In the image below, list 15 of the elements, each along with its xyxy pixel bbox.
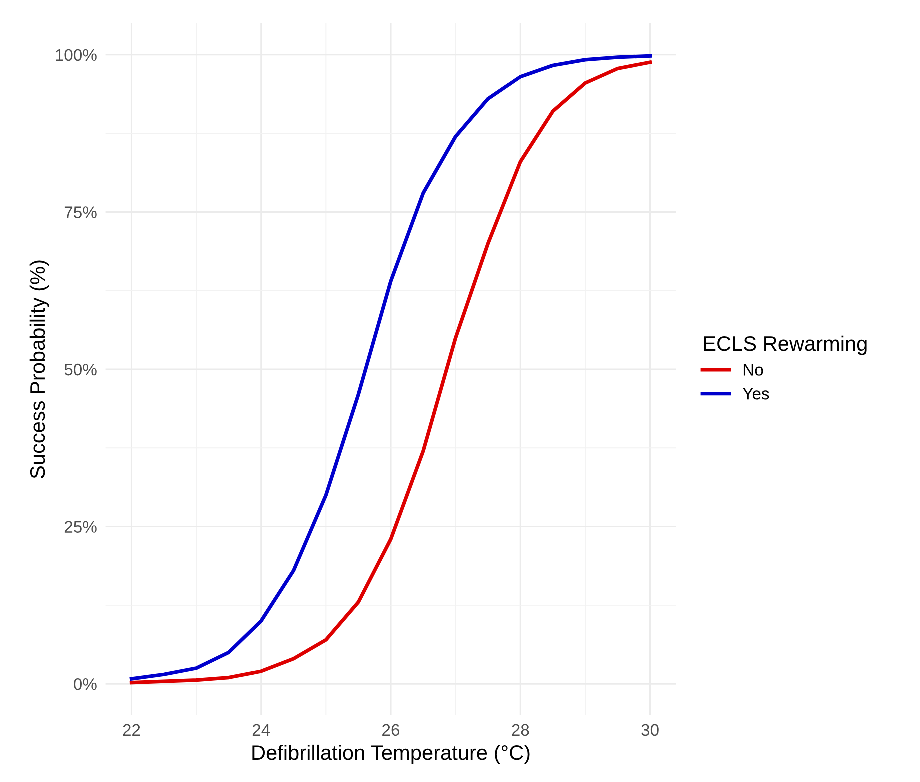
x-tick-label: 30	[642, 724, 659, 736]
x-tick-label: 28	[512, 724, 530, 736]
y-tick-label: 50%	[64, 364, 97, 376]
y-tick-label: 25%	[64, 521, 97, 533]
legend-label: Yes	[742, 388, 770, 400]
x-tick-label: 24	[252, 724, 270, 736]
y-tick-label: 75%	[64, 206, 97, 218]
y-tick-label: 0%	[74, 678, 97, 690]
y-axis-title: Success Probability (%)	[30, 260, 50, 479]
x-tick-label: 22	[123, 724, 140, 736]
x-axis-title: Defibrillation Temperature (°C)	[252, 744, 530, 764]
x-tick-label: 26	[382, 724, 400, 736]
legend-label: No	[744, 364, 764, 376]
legend-title: ECLS Rewarming	[704, 336, 867, 356]
y-tick-label: 100%	[56, 49, 97, 62]
